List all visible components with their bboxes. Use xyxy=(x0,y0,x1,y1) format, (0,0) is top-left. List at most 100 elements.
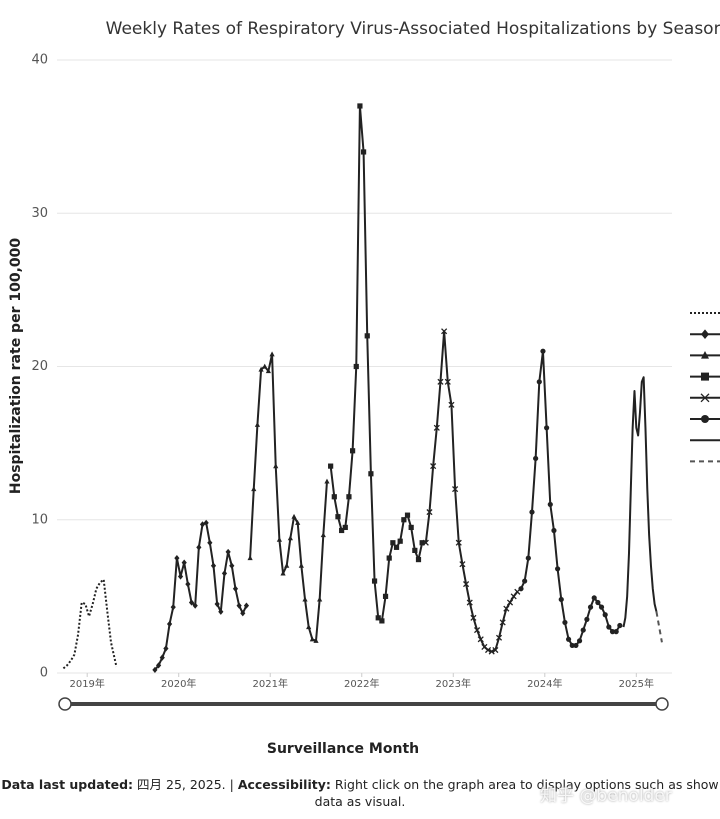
data-point xyxy=(587,604,594,610)
data-point xyxy=(291,513,297,519)
data-point xyxy=(371,578,378,584)
data-point xyxy=(346,494,352,500)
data-point xyxy=(159,654,165,661)
data-point xyxy=(188,599,195,606)
data-point xyxy=(474,627,481,634)
data-point xyxy=(529,509,535,515)
data-point xyxy=(412,547,418,553)
data-point xyxy=(295,519,301,525)
data-point xyxy=(408,524,414,531)
data-point xyxy=(540,348,546,354)
data-point xyxy=(595,599,601,606)
data-point xyxy=(170,603,176,611)
data-point xyxy=(331,494,337,500)
data-point xyxy=(499,619,506,626)
series-line xyxy=(154,521,248,671)
footer-text: 四月 25, 2025. | xyxy=(137,777,234,792)
data-point xyxy=(455,539,462,546)
data-point xyxy=(495,634,503,641)
data-point xyxy=(324,478,330,484)
y-axis-title: Hospitalization rate per 100,000 xyxy=(8,238,24,495)
data-point xyxy=(269,351,275,357)
data-point xyxy=(510,593,517,600)
legend-marker xyxy=(701,351,709,359)
data-point xyxy=(207,539,213,546)
data-point xyxy=(533,455,539,462)
data-point xyxy=(397,538,403,544)
data-point xyxy=(364,333,370,339)
footer-label: Accessibility: xyxy=(237,777,331,792)
y-tick-label: 30 xyxy=(31,206,48,221)
data-point xyxy=(598,604,605,610)
x-tick-label: 2022年 xyxy=(344,677,379,690)
data-point xyxy=(558,596,564,603)
data-point xyxy=(210,562,217,569)
data-point xyxy=(452,486,459,493)
series-line xyxy=(655,611,663,643)
data-point xyxy=(463,581,470,588)
series-line xyxy=(62,578,118,670)
data-point xyxy=(565,636,572,642)
slider-handle[interactable] xyxy=(58,697,72,711)
legend-marker xyxy=(701,372,709,381)
data-point xyxy=(433,424,440,431)
x-axis-title: Surveillance Month xyxy=(267,741,419,757)
data-point xyxy=(265,368,272,374)
x-tick-label: 2021年 xyxy=(253,677,288,690)
data-point xyxy=(430,463,437,470)
data-point xyxy=(357,103,363,109)
data-point xyxy=(177,573,184,580)
data-point xyxy=(547,501,553,508)
data-point xyxy=(155,662,162,669)
data-point xyxy=(404,512,411,518)
data-point xyxy=(240,610,246,617)
data-point xyxy=(555,566,561,572)
data-point xyxy=(192,602,198,609)
data-point xyxy=(254,421,261,427)
y-tick-label: 20 xyxy=(31,359,48,374)
data-point xyxy=(276,536,282,542)
legend-marker xyxy=(701,329,709,339)
slider-handle[interactable] xyxy=(655,697,669,711)
data-point xyxy=(506,599,514,606)
data-point xyxy=(613,629,619,635)
data-point xyxy=(522,578,528,584)
data-point xyxy=(328,463,334,469)
data-point xyxy=(221,570,228,577)
data-point xyxy=(287,535,293,541)
data-point xyxy=(353,363,359,370)
data-point xyxy=(602,612,608,618)
data-point xyxy=(518,586,524,592)
data-point xyxy=(492,646,499,654)
data-point xyxy=(569,642,575,649)
data-point xyxy=(320,532,326,538)
data-point xyxy=(466,599,473,606)
y-tick-label: 0 xyxy=(40,666,48,681)
series-line xyxy=(520,350,621,647)
data-point xyxy=(280,570,286,576)
data-point xyxy=(444,378,451,385)
data-point xyxy=(401,517,407,523)
data-point xyxy=(298,562,304,568)
x-tick-label: 2020年 xyxy=(161,677,196,690)
data-point xyxy=(448,401,455,408)
data-point xyxy=(335,514,341,520)
data-point xyxy=(152,666,158,674)
data-point xyxy=(525,555,531,561)
watermark: 知乎 @benolder xyxy=(540,786,672,806)
data-point xyxy=(382,593,389,599)
data-point xyxy=(214,600,220,608)
data-point xyxy=(360,149,367,155)
data-point xyxy=(313,637,319,643)
data-point xyxy=(342,524,348,531)
data-point xyxy=(544,425,550,431)
data-point xyxy=(484,646,492,654)
data-point xyxy=(536,379,542,385)
series-line xyxy=(622,376,658,628)
data-point xyxy=(163,645,169,652)
data-point xyxy=(393,544,400,550)
x-tick-label: 2023年 xyxy=(436,677,471,690)
data-point xyxy=(419,540,425,546)
data-point xyxy=(606,624,612,630)
